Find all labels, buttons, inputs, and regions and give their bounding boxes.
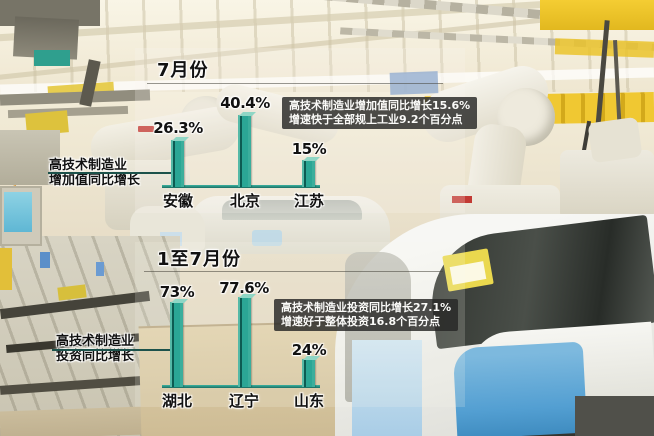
car-windows: [222, 200, 362, 220]
bar-hubei: [170, 302, 183, 387]
value-label-hubei: 73%: [159, 283, 195, 301]
abb-logo-mark: [138, 126, 154, 132]
annotation-july-line1: 高技术制造业增加值同比增长15.6%: [289, 99, 471, 112]
yellow-mezzanine: [540, 0, 654, 30]
white-machinery: [560, 150, 654, 220]
axis-label-jan-to-july: 高技术制造业 投资同比增长: [56, 334, 134, 364]
category-label-beijing: 北京: [229, 192, 260, 210]
bar-jiangsu: [302, 160, 315, 187]
value-label-anhui: 26.3%: [153, 119, 203, 137]
axis-label-july: 高技术制造业 增加值同比增长: [49, 158, 140, 188]
axis-connector-july: [48, 172, 172, 174]
annotation-jan-to-july-line1: 高技术制造业投资同比增长27.1%: [281, 301, 452, 314]
category-label-hubei: 湖北: [161, 392, 192, 410]
axis-label-july-line2: 增加值同比增长: [49, 173, 141, 188]
chart-title-jan-to-july: 1至7月份: [157, 249, 242, 270]
car-front-dark: [575, 396, 654, 436]
bar-anhui: [171, 140, 184, 187]
teal-equipment-block: [34, 50, 70, 66]
value-label-jiangsu: 15%: [291, 140, 327, 158]
annotation-box-jan-to-july: 高技术制造业投资同比增长27.1% 增速好于整体投资16.8个百分点: [274, 299, 459, 331]
chart-title-july: 7月份: [157, 60, 209, 81]
bar-beijing: [238, 115, 251, 187]
abb-logo-mark: [452, 196, 472, 203]
bar-liaoning: [238, 297, 251, 387]
blue-clamp: [96, 262, 104, 276]
annotation-july-line2: 增速快于全部规上工业9.2个百分点: [289, 113, 463, 126]
axis-label-jan-to-july-line1: 高技术制造业: [56, 334, 135, 349]
value-label-shandong: 24%: [291, 341, 327, 359]
annotation-box-july: 高技术制造业增加值同比增长15.6% 增速快于全部规上工业9.2个百分点: [282, 97, 478, 129]
annotation-jan-to-july-line2: 增速好于整体投资16.8个百分点: [281, 315, 441, 328]
title-rule-july: [147, 83, 443, 84]
axis-label-july-line1: 高技术制造业: [49, 158, 128, 173]
title-rule-jan-to-july: [144, 271, 443, 272]
blue-protective-cover: [252, 230, 282, 246]
category-label-anhui: 安徽: [162, 192, 193, 210]
yellow-fixture: [0, 248, 12, 290]
car-door-lower-blue: [352, 340, 422, 436]
bar-shandong: [302, 359, 315, 387]
monitor-screen: [4, 192, 32, 232]
blue-clamp: [40, 252, 50, 268]
category-label-liaoning: 辽宁: [228, 392, 259, 410]
value-label-liaoning: 77.6%: [219, 279, 269, 297]
category-label-shandong: 山东: [293, 392, 324, 410]
machinery-cabinet: [0, 130, 60, 185]
axis-label-jan-to-july-line2: 投资同比增长: [56, 349, 135, 364]
category-label-jiangsu: 江苏: [293, 192, 324, 210]
axis-connector-jan-to-july: [52, 349, 171, 351]
value-label-beijing: 40.4%: [220, 94, 270, 112]
